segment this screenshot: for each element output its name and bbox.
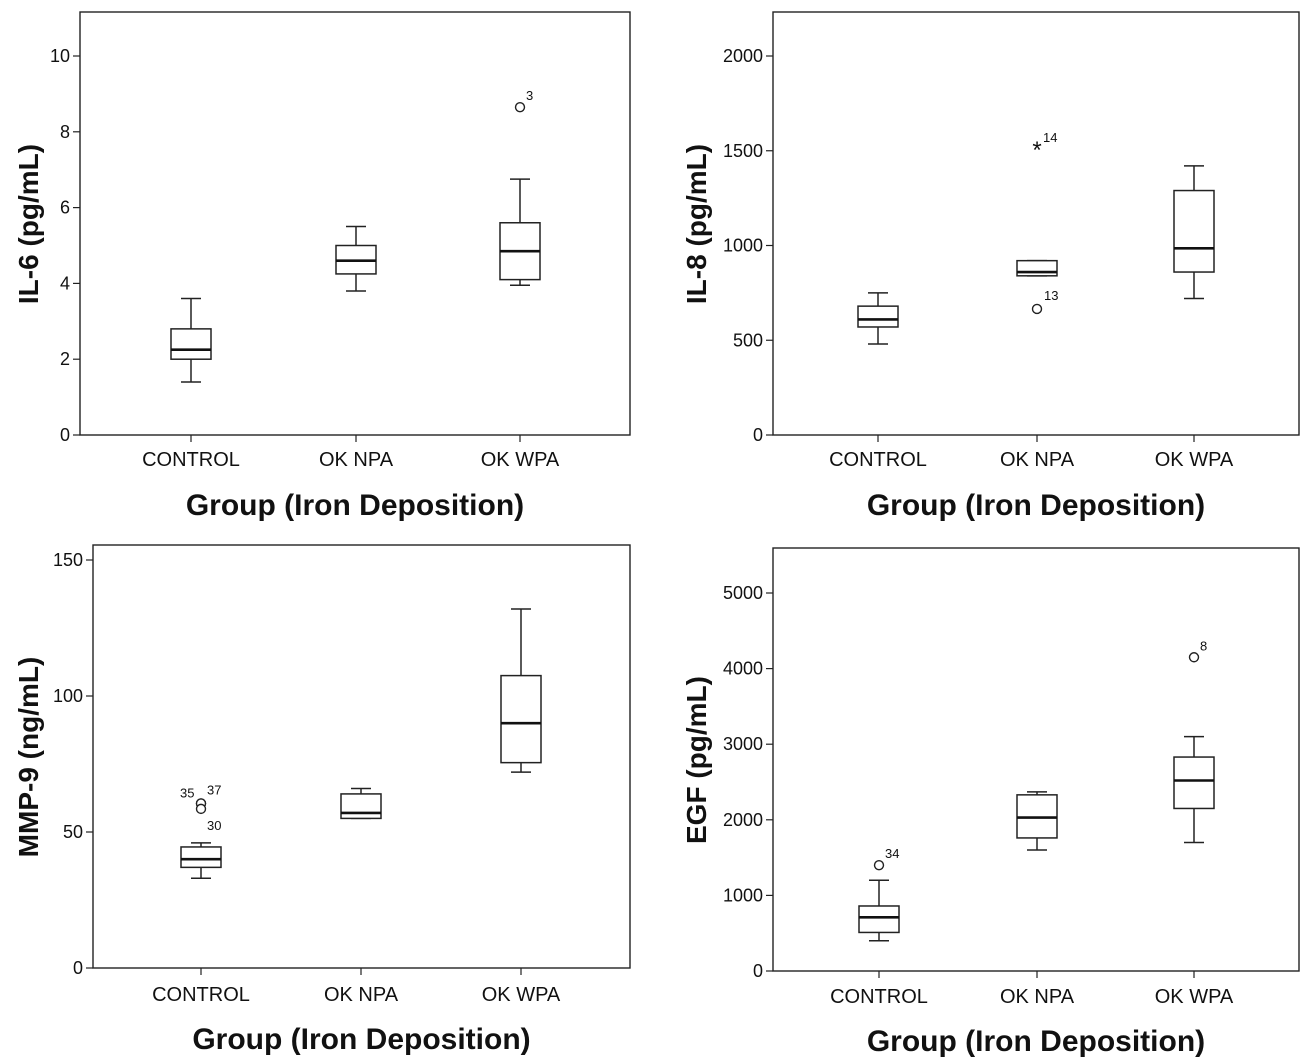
- x-tick-label: OK NPA: [1000, 986, 1075, 1008]
- chart-panel: 0 50 100 150 MMP-9 (ng/mL) Group (Iron Deposi…: [13, 544, 631, 1056]
- box-plot-ok-wpa: [1173, 165, 1215, 300]
- interquartile-box: [1016, 259, 1058, 277]
- interquartile-box: [500, 674, 542, 764]
- y-tick-label: 1000: [723, 236, 763, 256]
- interquartile-box: [170, 328, 212, 360]
- outlier-label: 14: [1043, 130, 1057, 145]
- outlier-marker: [873, 859, 885, 871]
- y-tick-label: 1500: [723, 141, 763, 161]
- box-plot-ok-npa: * 14 13: [1016, 130, 1058, 315]
- box-plot-ok-npa: [340, 787, 382, 820]
- outlier-label: 13: [1044, 288, 1058, 303]
- x-tick-label: OK WPA: [481, 449, 560, 471]
- y-tick-label: 50: [63, 822, 83, 842]
- box-plot-ok-wpa: 3: [499, 88, 541, 287]
- x-tick-label: CONTROL: [830, 986, 928, 1008]
- outlier-label: 8: [1200, 638, 1207, 653]
- y-axis-label: EGF (pg/mL): [681, 676, 712, 844]
- y-tick-label: 2: [60, 349, 70, 369]
- outlier-label: 37: [207, 782, 221, 797]
- outlier-marker: [1188, 652, 1200, 663]
- box-plot-ok-wpa: 8: [1173, 638, 1215, 844]
- interquartile-box: [340, 793, 382, 820]
- outlier-marker: [514, 101, 526, 113]
- outlier-label: 35: [180, 785, 194, 800]
- outlier-marker: [195, 803, 207, 815]
- y-axis-label: MMP-9 (ng/mL): [13, 657, 44, 858]
- chart-panel: 0 2 4 6 8 10 IL-6 (pg/mL) Group (Iron Depositio…: [13, 11, 631, 522]
- chart-panel: 0 500 1000 1500 2000 IL-8 (pg/mL) Group (Iron …: [681, 11, 1300, 522]
- plot-frame: [772, 11, 1300, 436]
- interquartile-box: [857, 305, 899, 328]
- y-tick-label: 5000: [723, 583, 763, 603]
- x-tick-label: CONTROL: [142, 449, 240, 471]
- box-plot-ok-npa: [335, 225, 377, 292]
- plot-frame: [92, 544, 631, 969]
- plot-frame: [772, 547, 1300, 972]
- y-tick-label: 6: [60, 198, 70, 218]
- y-tick-label: 3000: [723, 734, 763, 754]
- x-axis-label: Group (Iron Deposition): [867, 1025, 1205, 1058]
- y-axis-label: IL-8 (pg/mL): [681, 144, 712, 304]
- outlier-marker: [1031, 303, 1043, 315]
- outlier-label: 30: [207, 818, 221, 833]
- interquartile-box: [1173, 756, 1215, 810]
- plot-frame: [79, 11, 631, 436]
- y-tick-label: 0: [753, 425, 763, 445]
- x-axis-label: Group (Iron Deposition): [867, 489, 1205, 522]
- outlier-extreme-marker: *: [1032, 137, 1041, 164]
- box-plot-control: 34: [858, 846, 900, 942]
- y-tick-label: 8: [60, 122, 70, 142]
- y-tick-label: 4: [60, 273, 70, 293]
- x-tick-label: OK NPA: [324, 984, 399, 1006]
- box-plot-control: [170, 297, 212, 383]
- x-tick-label: OK WPA: [1155, 449, 1234, 471]
- chart-panel: 0 1000 2000 3000 4000 5000 EGF (pg/mL) Group (I…: [681, 547, 1300, 1058]
- box-plot-ok-npa: [1016, 791, 1058, 851]
- x-axis-label: Group (Iron Deposition): [192, 1023, 530, 1056]
- box-plot-control: 35 37 30: [180, 782, 222, 879]
- x-tick-label: CONTROL: [829, 449, 927, 471]
- y-axis-label: IL-6 (pg/mL): [13, 144, 44, 304]
- y-tick-label: 0: [60, 425, 70, 445]
- interquartile-box: [858, 905, 900, 934]
- y-tick-label: 4000: [723, 659, 763, 679]
- y-tick-label: 2000: [723, 810, 763, 830]
- y-tick-label: 2000: [723, 46, 763, 66]
- box-plot-control: [857, 292, 899, 345]
- y-tick-label: 10: [50, 46, 70, 66]
- x-tick-label: OK WPA: [1155, 986, 1234, 1008]
- x-tick-label: OK NPA: [1000, 449, 1075, 471]
- x-tick-label: OK NPA: [319, 449, 394, 471]
- y-tick-label: 0: [73, 958, 83, 978]
- y-tick-label: 500: [733, 330, 763, 350]
- interquartile-box: [1173, 189, 1215, 273]
- y-tick-label: 100: [53, 686, 83, 706]
- outlier-label: 3: [526, 88, 533, 103]
- y-tick-label: 0: [753, 961, 763, 981]
- y-tick-label: 1000: [723, 885, 763, 905]
- y-tick-label: 150: [53, 550, 83, 570]
- outlier-label: 34: [885, 846, 899, 861]
- x-tick-label: CONTROL: [152, 984, 250, 1006]
- x-axis-label: Group (Iron Deposition): [186, 489, 524, 522]
- interquartile-box: [180, 846, 222, 869]
- x-tick-label: OK WPA: [482, 984, 561, 1006]
- box-plot-ok-wpa: [500, 608, 542, 773]
